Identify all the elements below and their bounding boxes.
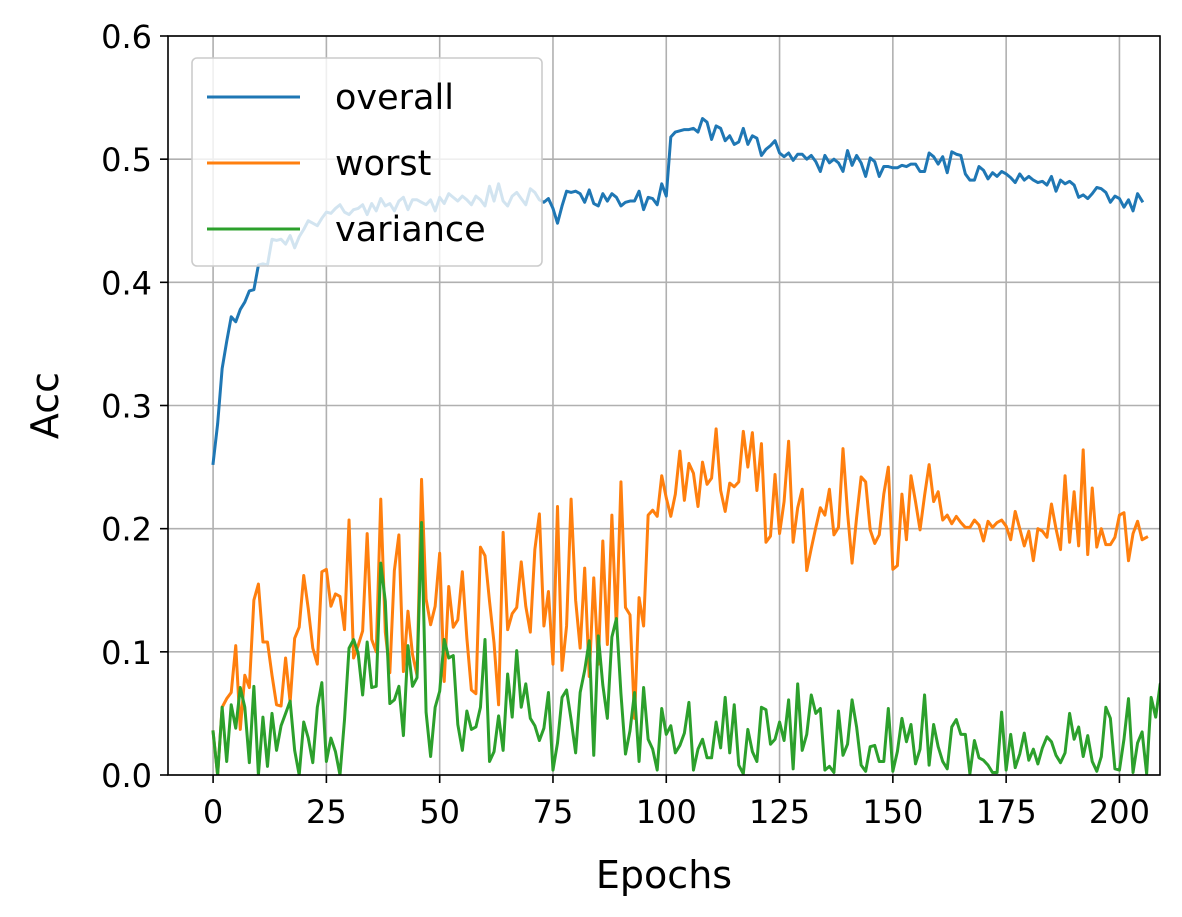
legend-box: [191, 57, 543, 267]
x-axis-label: Epochs: [596, 853, 732, 897]
x-tick-label: 50: [419, 793, 460, 831]
legend-label-worst: worst: [335, 144, 431, 184]
y-tick-label: 0.4: [101, 264, 152, 302]
grid: [168, 35, 1160, 776]
x-tick-label: 100: [636, 793, 697, 831]
legend-label-overall: overall: [335, 78, 454, 118]
x-tick-label: 25: [306, 793, 347, 831]
ticks: 0 25 50 75 100 125 150 175 200 0.0 0.1 0.2 0.3 0.4 0.5…: [101, 18, 1150, 831]
x-tick-label: 150: [862, 793, 923, 831]
x-tick-label: 75: [533, 793, 574, 831]
legend: overall worst variance: [191, 57, 543, 267]
x-tick-label: 0: [203, 793, 223, 831]
y-tick-label: 0.2: [101, 511, 152, 549]
y-tick-label: 0.1: [101, 634, 152, 672]
x-tick-label: 175: [976, 793, 1037, 831]
series-line-worst: [211, 427, 1149, 775]
x-tick-label: 200: [1089, 793, 1150, 831]
y-tick-label: 0.6: [101, 18, 152, 56]
y-axis-label: Acc: [23, 372, 67, 439]
x-tick-label: 125: [749, 793, 810, 831]
series-line-variance: [211, 521, 1160, 775]
y-tick-label: 0.0: [101, 757, 152, 795]
y-tick-label: 0.5: [101, 141, 152, 179]
y-tick-label: 0.3: [101, 388, 152, 426]
legend-label-variance: variance: [335, 210, 486, 250]
